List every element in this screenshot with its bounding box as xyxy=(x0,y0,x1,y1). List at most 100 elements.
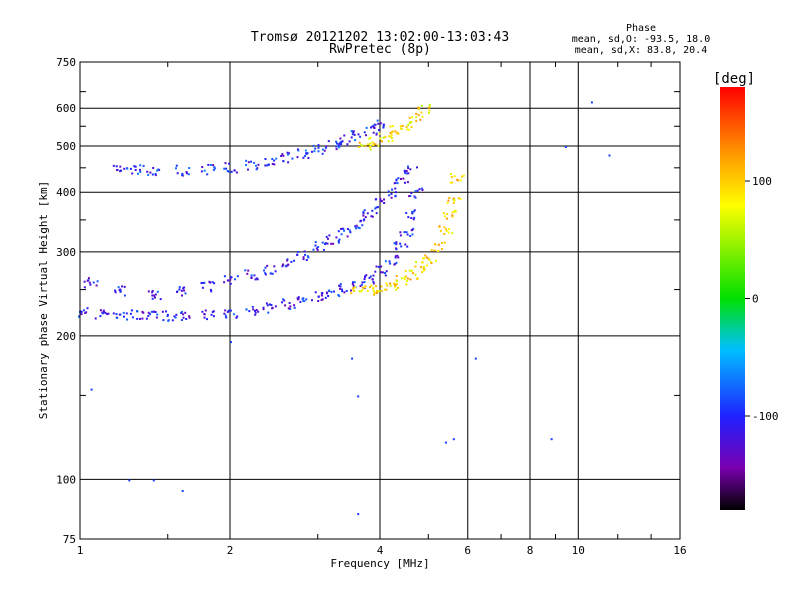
data-point xyxy=(327,237,329,240)
data-point xyxy=(223,312,226,315)
data-point xyxy=(112,312,115,315)
data-point xyxy=(252,308,255,311)
data-point xyxy=(405,212,408,214)
data-point xyxy=(317,150,320,153)
data-point xyxy=(406,245,409,248)
data-point xyxy=(339,285,342,288)
stats-o-mode: mean, sd,O: -93.5, 18.0 xyxy=(572,34,710,45)
data-point xyxy=(372,280,375,283)
data-point xyxy=(391,188,394,191)
data-point xyxy=(394,285,396,288)
data-point xyxy=(421,271,423,274)
data-point xyxy=(411,233,414,236)
data-point xyxy=(411,210,414,213)
data-point xyxy=(302,258,305,261)
data-point xyxy=(379,198,382,200)
data-point xyxy=(420,266,423,269)
data-point xyxy=(201,286,204,289)
data-point xyxy=(400,277,403,280)
data-point xyxy=(395,248,398,251)
data-point xyxy=(255,309,258,311)
data-point xyxy=(407,167,410,170)
data-point xyxy=(380,140,383,143)
data-point xyxy=(360,290,363,293)
data-point xyxy=(267,163,270,166)
data-point xyxy=(183,286,186,289)
data-point xyxy=(325,145,328,148)
data-point xyxy=(385,288,388,291)
data-point xyxy=(430,249,433,252)
data-point xyxy=(352,288,354,291)
data-point xyxy=(311,150,313,153)
data-point xyxy=(250,160,253,163)
data-point xyxy=(355,224,358,227)
data-point xyxy=(370,126,372,129)
data-point xyxy=(147,290,150,293)
data-point xyxy=(390,133,393,136)
data-point xyxy=(353,290,356,292)
data-point xyxy=(128,479,131,482)
data-point xyxy=(141,317,144,320)
data-point xyxy=(450,176,453,178)
data-point xyxy=(133,165,136,168)
data-point xyxy=(317,144,320,147)
grid-lines xyxy=(80,62,680,539)
data-point xyxy=(433,249,436,252)
data-point xyxy=(224,309,227,312)
chart-subtitle: RwPretec (8p) xyxy=(329,42,431,57)
data-point xyxy=(361,286,364,289)
data-point xyxy=(437,243,440,246)
data-point xyxy=(414,273,417,276)
data-point xyxy=(375,212,378,215)
data-point xyxy=(372,290,375,292)
data-point xyxy=(228,162,231,165)
data-point xyxy=(337,230,340,233)
data-point xyxy=(351,130,354,133)
data-point xyxy=(438,225,441,228)
data-point xyxy=(250,274,253,277)
data-point xyxy=(273,163,276,166)
data-point xyxy=(396,131,399,134)
data-point xyxy=(188,316,191,319)
data-point xyxy=(361,281,364,284)
data-point xyxy=(304,253,307,256)
data-point xyxy=(265,302,268,305)
data-point xyxy=(608,154,611,157)
data-point xyxy=(369,286,371,289)
data-point xyxy=(404,269,407,272)
data-point xyxy=(123,285,126,288)
y-tick-label: 200 xyxy=(56,330,76,343)
data-point xyxy=(186,172,188,175)
data-point xyxy=(416,166,418,169)
data-point xyxy=(116,169,118,171)
data-point xyxy=(394,194,397,197)
data-point xyxy=(362,214,365,217)
data-point xyxy=(412,218,415,221)
data-point xyxy=(393,263,396,266)
data-point xyxy=(284,264,287,267)
data-point xyxy=(404,275,407,278)
data-point xyxy=(414,190,417,193)
data-point xyxy=(267,311,270,314)
data-point xyxy=(428,105,431,108)
data-point xyxy=(282,160,285,163)
data-point xyxy=(149,313,151,316)
data-point xyxy=(313,150,316,153)
data-point xyxy=(550,438,553,441)
data-point xyxy=(154,293,157,296)
data-point xyxy=(112,164,115,167)
data-point xyxy=(321,148,324,151)
data-point xyxy=(151,173,154,176)
data-point xyxy=(404,181,406,184)
data-point xyxy=(395,283,398,286)
data-point xyxy=(407,165,409,168)
data-point xyxy=(156,313,159,316)
data-point xyxy=(375,206,378,209)
data-point xyxy=(152,310,155,313)
data-point xyxy=(139,317,141,320)
data-point xyxy=(373,123,376,126)
data-point xyxy=(174,316,177,319)
data-point xyxy=(166,315,169,318)
data-point xyxy=(421,189,424,191)
data-point xyxy=(184,292,187,295)
